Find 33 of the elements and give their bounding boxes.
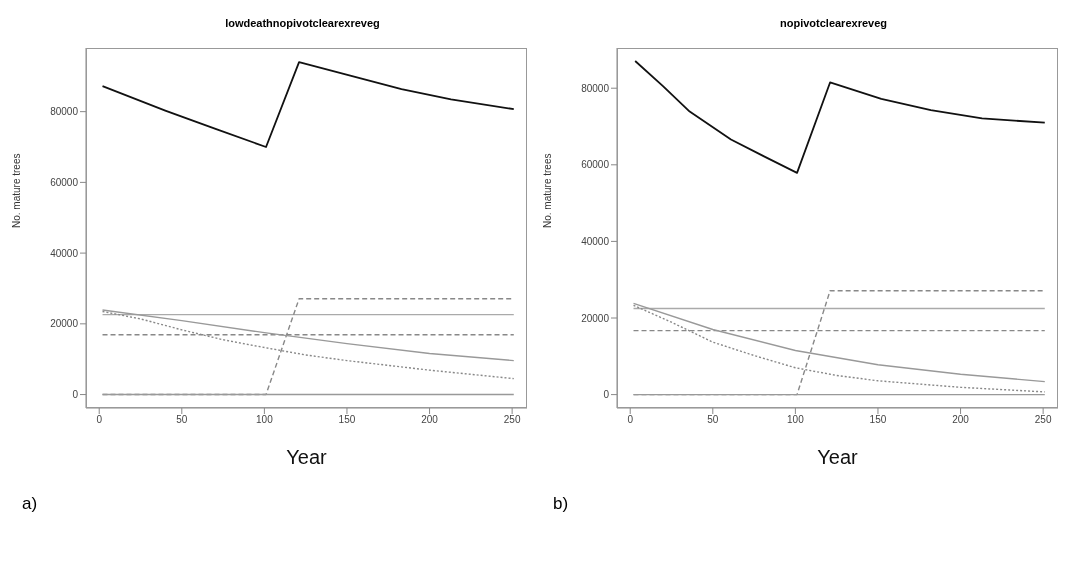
line-series bbox=[634, 60, 1046, 174]
y-tick-label: 40000 bbox=[50, 247, 79, 259]
x-tick-label: 150 bbox=[869, 414, 887, 426]
y-tick-label: 80000 bbox=[50, 106, 79, 118]
y-tick-label: 20000 bbox=[50, 318, 79, 330]
line-series bbox=[101, 309, 515, 362]
y-tick-label: 20000 bbox=[581, 312, 610, 324]
x-tick-label: 0 bbox=[627, 414, 634, 426]
y-tick-label: 0 bbox=[603, 389, 610, 401]
x-tick-label: 100 bbox=[787, 414, 805, 426]
text: b) bbox=[553, 494, 569, 514]
x-axis-title: Year bbox=[817, 446, 859, 469]
x-tick-label: 200 bbox=[952, 414, 970, 426]
y-axis-title: No. mature trees bbox=[541, 153, 553, 228]
x-tick-label: 250 bbox=[1034, 414, 1052, 426]
chart-title: nopivotclearexreveg bbox=[779, 16, 888, 31]
x-tick-label: 100 bbox=[256, 414, 274, 426]
y-tick-label: 40000 bbox=[581, 235, 610, 247]
chart-title: lowdeathnopivotclearexreveg bbox=[224, 16, 381, 31]
line-series bbox=[101, 61, 515, 148]
y-tick-label: 60000 bbox=[50, 176, 79, 188]
y-tick-label: 0 bbox=[72, 389, 79, 401]
y-axis-title: No. mature trees bbox=[10, 153, 22, 228]
y-tick-label: 60000 bbox=[581, 159, 610, 171]
x-tick-label: 200 bbox=[421, 414, 439, 426]
x-tick-label: 50 bbox=[176, 414, 188, 426]
x-axis-title: Year bbox=[286, 446, 328, 469]
text: a) bbox=[22, 494, 38, 514]
x-tick-label: 150 bbox=[338, 414, 356, 426]
y-tick-label: 80000 bbox=[581, 82, 610, 94]
x-tick-label: 0 bbox=[96, 414, 103, 426]
x-tick-label: 250 bbox=[503, 414, 521, 426]
x-tick-label: 50 bbox=[707, 414, 719, 426]
